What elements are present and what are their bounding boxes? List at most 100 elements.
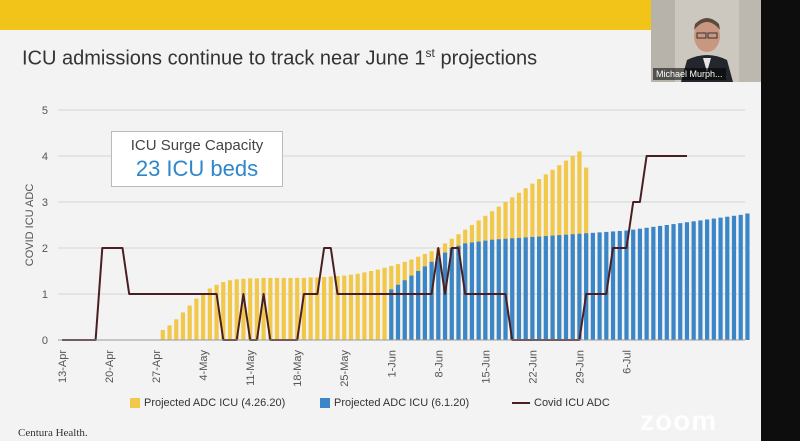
bar-june-70 bbox=[530, 236, 535, 340]
bar-april-38 bbox=[315, 277, 320, 340]
bar-april-22 bbox=[207, 288, 212, 340]
bar-june-92 bbox=[678, 223, 683, 340]
bar-june-83 bbox=[617, 230, 622, 340]
bar-june-64 bbox=[489, 239, 495, 340]
slide-title-end: projections bbox=[434, 47, 538, 70]
bar-april-31 bbox=[268, 277, 273, 340]
x-tick-label-6-Jul: 6-Jul bbox=[621, 350, 633, 374]
x-tick-label-25-May: 25-May bbox=[339, 350, 351, 387]
bar-june-77 bbox=[577, 233, 582, 340]
slide-title-superscript: st bbox=[425, 46, 435, 60]
participant-name: Michael Murph... bbox=[653, 68, 726, 80]
bar-june-102 bbox=[745, 213, 750, 340]
bar-june-101 bbox=[738, 214, 743, 340]
bar-april-33 bbox=[281, 277, 286, 340]
bar-june-61 bbox=[469, 242, 475, 340]
bar-june-93 bbox=[684, 222, 690, 340]
y-tick-label-0: 0 bbox=[42, 335, 48, 347]
y-tick-label-1: 1 bbox=[42, 289, 48, 301]
x-tick-label-11-May: 11-May bbox=[245, 350, 257, 386]
bar-june-51 bbox=[402, 280, 407, 340]
bar-june-81 bbox=[604, 231, 609, 340]
surge-capacity-callout: ICU Surge Capacity 23 ICU beds bbox=[111, 131, 283, 187]
bar-june-84 bbox=[624, 230, 629, 340]
bar-april-45 bbox=[362, 272, 367, 340]
bar-june-74 bbox=[557, 235, 562, 340]
x-tick-label-27-Apr: 27-Apr bbox=[151, 350, 163, 383]
bar-june-97 bbox=[711, 218, 716, 340]
y-axis-label: COVID ICU ADC bbox=[24, 184, 36, 267]
legend-swatch-june bbox=[320, 398, 330, 409]
zoom-watermark: zoom bbox=[640, 405, 718, 436]
x-tick-label-1-Jun: 1-Jun bbox=[386, 350, 398, 378]
y-tick-label-5: 5 bbox=[42, 105, 48, 117]
bar-june-73 bbox=[550, 235, 555, 340]
legend-swatch-covid bbox=[512, 402, 530, 405]
y-tick-label-3: 3 bbox=[42, 197, 48, 209]
x-tick-label-15-Jun: 15-Jun bbox=[480, 350, 492, 384]
bar-april-30 bbox=[261, 277, 266, 340]
y-tick-label-4: 4 bbox=[42, 151, 48, 163]
bar-june-62 bbox=[476, 241, 481, 340]
bar-april-37 bbox=[308, 277, 313, 340]
x-tick-label-8-Jun: 8-Jun bbox=[433, 350, 445, 378]
bar-april-15 bbox=[160, 329, 165, 340]
x-tick-label-22-Jun: 22-Jun bbox=[527, 350, 539, 384]
bar-april-17 bbox=[174, 319, 179, 340]
bar-june-76 bbox=[570, 234, 575, 340]
bar-april-47 bbox=[375, 269, 380, 340]
bar-june-82 bbox=[610, 231, 616, 340]
centura-health-logo: Centura Health. bbox=[18, 427, 88, 439]
bar-april-19 bbox=[187, 305, 192, 340]
bar-june-75 bbox=[563, 234, 569, 340]
y-tick-label-2: 2 bbox=[42, 243, 48, 255]
bar-june-53 bbox=[416, 271, 421, 340]
x-tick-label-4-May: 4-May bbox=[198, 350, 210, 381]
bar-june-66 bbox=[503, 238, 508, 340]
bar-april-26 bbox=[234, 279, 239, 340]
legend-label-april: Projected ADC ICU (4.26.20) bbox=[144, 397, 286, 409]
bar-june-86 bbox=[637, 228, 643, 340]
bar-april-29 bbox=[254, 278, 259, 340]
bar-june-58 bbox=[449, 248, 454, 340]
callout-line-2: 23 ICU beds bbox=[135, 156, 259, 181]
bar-june-78 bbox=[584, 233, 589, 340]
bar-june-55 bbox=[429, 261, 434, 340]
bar-june-98 bbox=[718, 217, 723, 340]
zoom-side-panel bbox=[761, 0, 800, 441]
bar-june-67 bbox=[510, 238, 515, 340]
bar-april-23 bbox=[214, 284, 219, 340]
legend-label-june: Projected ADC ICU (6.1.20) bbox=[334, 397, 470, 409]
legend-item-june: Projected ADC ICU (6.1.20) bbox=[320, 397, 469, 409]
bar-april-40 bbox=[328, 276, 333, 340]
legend-swatch-april bbox=[130, 398, 140, 409]
bar-june-57 bbox=[442, 252, 448, 340]
participant-video-tile[interactable]: Michael Murph... bbox=[651, 0, 761, 82]
bar-june-100 bbox=[731, 215, 737, 340]
bar-june-95 bbox=[698, 220, 703, 340]
bar-june-72 bbox=[543, 236, 548, 340]
x-tick-label-29-Jun: 29-Jun bbox=[574, 350, 586, 384]
bar-june-87 bbox=[644, 227, 649, 340]
bar-june-69 bbox=[523, 237, 528, 340]
bar-april-21 bbox=[201, 293, 206, 340]
bar-april-34 bbox=[288, 277, 293, 340]
bar-june-65 bbox=[496, 239, 501, 340]
bar-april-36 bbox=[301, 277, 307, 340]
bar-april-25 bbox=[227, 280, 233, 340]
bar-june-90 bbox=[664, 225, 669, 340]
bar-june-71 bbox=[537, 236, 542, 340]
x-tick-label-18-May: 18-May bbox=[292, 350, 304, 387]
bar-april-46 bbox=[369, 271, 374, 340]
bar-june-85 bbox=[631, 229, 636, 340]
bar-june-79 bbox=[590, 232, 595, 340]
bar-april-42 bbox=[342, 275, 347, 340]
bar-june-96 bbox=[705, 219, 710, 340]
bar-april-43 bbox=[348, 274, 354, 340]
bar-april-44 bbox=[355, 273, 360, 340]
bar-april-35 bbox=[295, 277, 300, 340]
bar-april-48 bbox=[382, 267, 387, 340]
x-tick-label-13-Apr: 13-Apr bbox=[57, 350, 69, 383]
projected-bars-june bbox=[389, 213, 750, 340]
chart-axes: 0 1 2 3 4 5 COVID ICU ADC 13-Apr 20-Apr 27-Apr 4-M… bbox=[24, 105, 745, 387]
